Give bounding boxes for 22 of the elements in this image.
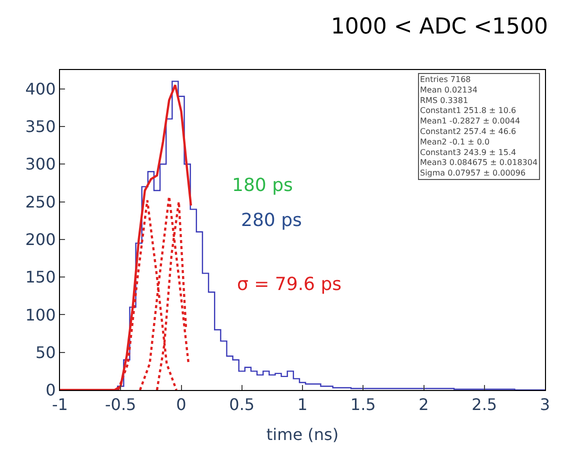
x-tick-label: 0.5 [229, 395, 255, 414]
annotation: σ = 79.6 ps [237, 274, 342, 295]
x-tick-label: 2.5 [472, 395, 498, 414]
x-tick-label: 2 [418, 395, 429, 414]
text: Entries 7168 Mean 0.02134 RMS 0.3381 Constant1 251.8 ± 10.6 Mean1 -0.2827 ± 0.0044 Constant2 257.4 ± 46.6 Mean2 -0.1 ± 0.0 Constant3 243.9 ± 15.4 Mean3 0.084675 ± 0.018304 Sigma 0.07957 ± 0.00096 [420, 75, 538, 178]
x-tick-label: 1 [297, 395, 308, 414]
annotation: 180 ps [232, 175, 293, 196]
x-tick-label: 0 [176, 395, 186, 414]
y-tick-label: 100 [25, 305, 56, 324]
x-axis-title: time (ns) [266, 424, 339, 444]
y-tick-label: 250 [25, 192, 56, 212]
y-tick-label: 350 [25, 117, 56, 136]
y-tick-label: 300 [25, 154, 56, 174]
annotation: 280 ps [241, 210, 302, 231]
y-tick-label: 400 [25, 79, 56, 98]
y-tick-label: 150 [25, 268, 56, 287]
y-tick-label: 50 [35, 342, 56, 362]
x-tick-label: -0.5 [105, 395, 136, 414]
y-tick-label: 200 [25, 230, 56, 250]
chart-title: 1000 < ADC <1500 [330, 14, 548, 40]
x-tick-label: 1.5 [350, 395, 376, 414]
x-tick-label: 3 [540, 395, 550, 414]
